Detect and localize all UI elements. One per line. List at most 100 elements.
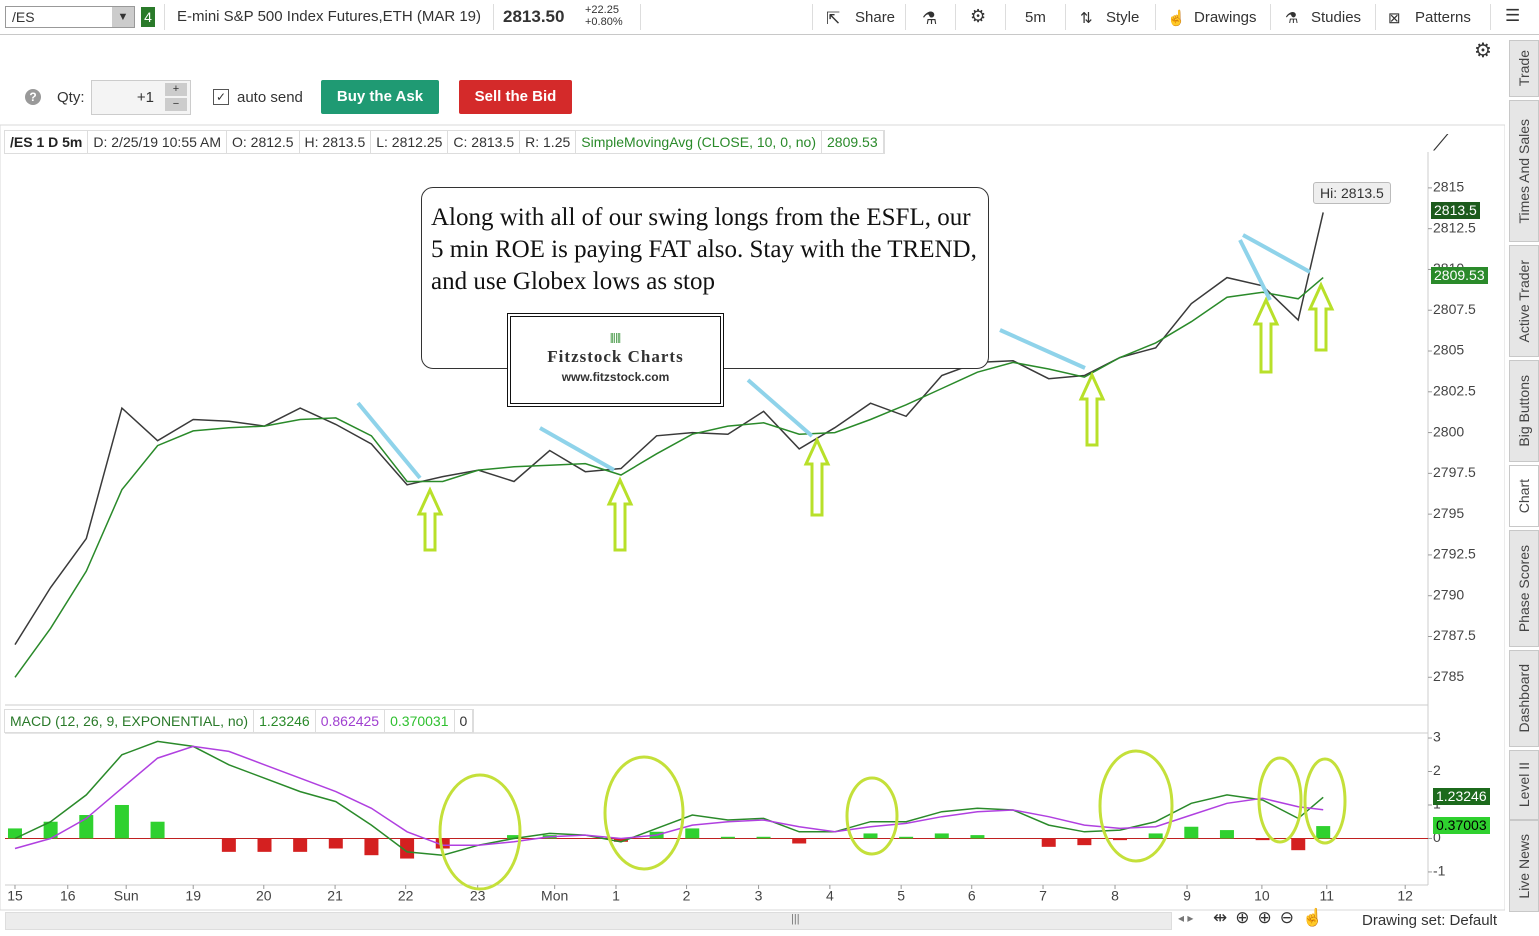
range: R: 1.25 [520,131,577,153]
histogram-bar [43,821,58,839]
histogram-bar [1148,833,1163,839]
settings-icon[interactable]: ⚙ [970,6,987,26]
timeframe[interactable]: 5m [1025,9,1046,26]
y-tick-label: 0 [1433,829,1441,845]
x-tick-label: 10 [1254,888,1270,904]
x-tick-label: 23 [470,888,486,904]
y-tick-label: 2795 [1433,505,1464,521]
y-tick-label: 2787.5 [1433,627,1476,643]
histogram-bar [1255,838,1270,841]
x-tick-label: 22 [398,888,414,904]
qty-down[interactable]: − [165,98,187,111]
symbol-box[interactable]: /ES ▼ [5,6,135,28]
histogram-bar [1113,838,1128,841]
drawings-icon[interactable]: ☝ [1167,10,1186,27]
menu-icon[interactable]: ☰ [1505,6,1521,25]
high-bubble: Hi: 2813.5 [1313,182,1391,204]
highlight-circle [603,755,685,871]
scroll-arrows[interactable]: ◂ ▸ [1178,911,1194,925]
description: E-mini S&P 500 Index Futures,ETH (MAR 19… [177,8,481,25]
highlight-circle [1303,757,1347,845]
drawings-button[interactable]: Drawings [1194,9,1257,26]
histogram-bar [1041,838,1056,847]
open: O: 2812.5 [227,131,300,153]
side-tab[interactable]: Dashboard [1509,650,1539,747]
dropdown[interactable]: ▼ [112,7,134,27]
x-tick-label: 1 [612,888,620,904]
macd-value: 1.23246 [254,710,316,732]
scroll-thumb[interactable]: ||| [791,913,800,925]
histogram-bar [685,828,700,839]
studies-icon[interactable]: ⚗ [1285,10,1299,27]
patterns-icon[interactable]: ⊠ [1388,10,1401,27]
link-badge[interactable]: 4 [141,7,155,27]
side-tab[interactable]: Chart [1509,465,1539,527]
trend-line [999,328,1086,370]
side-tab[interactable]: Times And Sales [1509,100,1539,242]
style-button[interactable]: Style [1106,9,1140,26]
side-tab-label: Active Trader [1516,259,1532,343]
side-tab[interactable]: Level II [1509,750,1539,820]
histogram-bar [1291,838,1306,851]
x-tick-label: 7 [1039,888,1047,904]
side-tab-label: Trade [1516,50,1532,87]
scrollbar[interactable]: ||| [5,912,1172,930]
studies-button[interactable]: Studies [1311,9,1362,26]
histogram-bar [293,838,308,852]
patterns-button[interactable]: Patterns [1415,9,1471,26]
price-header: /ES 1 D 5m D: 2/25/19 10:55 AM O: 2812.5… [4,130,885,154]
histogram-bar [1219,830,1234,839]
qty-input[interactable]: +1 + − [91,80,191,115]
qty-up[interactable]: + [165,83,187,96]
drawing-set: Drawing set: Default [1362,912,1498,929]
chart-settings[interactable]: ⚙ [1474,40,1492,62]
histogram-bar [934,833,949,839]
side-tab[interactable]: Active Trader [1509,245,1539,357]
low: L: 2812.25 [371,131,449,153]
histogram-bar [1077,838,1092,846]
histogram-bar [1316,826,1331,839]
sell-button[interactable]: Sell the Bid [459,80,572,114]
share-icon[interactable]: ⇱ [826,9,841,28]
y-tick-label: 2 [1433,762,1441,778]
drawings [356,233,1347,891]
arrow [1078,371,1106,447]
side-tab[interactable]: Trade [1509,40,1539,97]
y-tick-label: 3 [1433,729,1441,745]
x-tick-label: 11 [1319,888,1334,904]
x-tick-label: 15 [7,888,23,904]
last-price: 2813.50 [503,7,565,26]
histogram-bar [1184,826,1199,839]
histogram-bar [400,838,415,859]
histogram-bar [364,838,379,856]
side-tab[interactable]: Big Buttons [1509,360,1539,462]
auto-send-label: auto send [237,89,303,106]
logo-icon: ⫴⫴ [610,331,621,346]
share-button[interactable]: Share [855,9,896,26]
side-tab[interactable]: Live News [1509,820,1539,912]
y-tick-label: 2792.5 [1433,546,1476,562]
change-value: +22.25 [585,4,619,16]
arrow [1252,296,1280,374]
chart-mode-icon[interactable]: ⟋ [1433,130,1449,155]
highlight-circle [438,773,522,891]
x-tick-label: 6 [968,888,976,904]
y-tick-label: 2802.5 [1433,382,1476,398]
x-tick-label: 12 [1397,888,1413,904]
histogram-bar [507,835,522,839]
flask-icon[interactable]: ⚗ [922,9,938,28]
histogram-bar [792,838,807,844]
chart-tools[interactable]: ⇹⊕⊕⊖☝ [1213,908,1332,927]
toolbar [0,0,1539,35]
arrow [606,476,634,552]
highlight-circle [1098,749,1174,863]
side-tab[interactable]: Phase Scores [1509,530,1539,647]
high: H: 2813.5 [300,131,372,153]
style-icon[interactable]: ⇅ [1080,10,1093,27]
auto-send-checkbox[interactable]: ✓ [213,89,229,105]
help-icon[interactable]: ? [25,89,41,105]
histogram-bar [435,838,450,849]
side-tab-label: Live News [1516,833,1532,899]
buy-button[interactable]: Buy the Ask [321,80,439,114]
